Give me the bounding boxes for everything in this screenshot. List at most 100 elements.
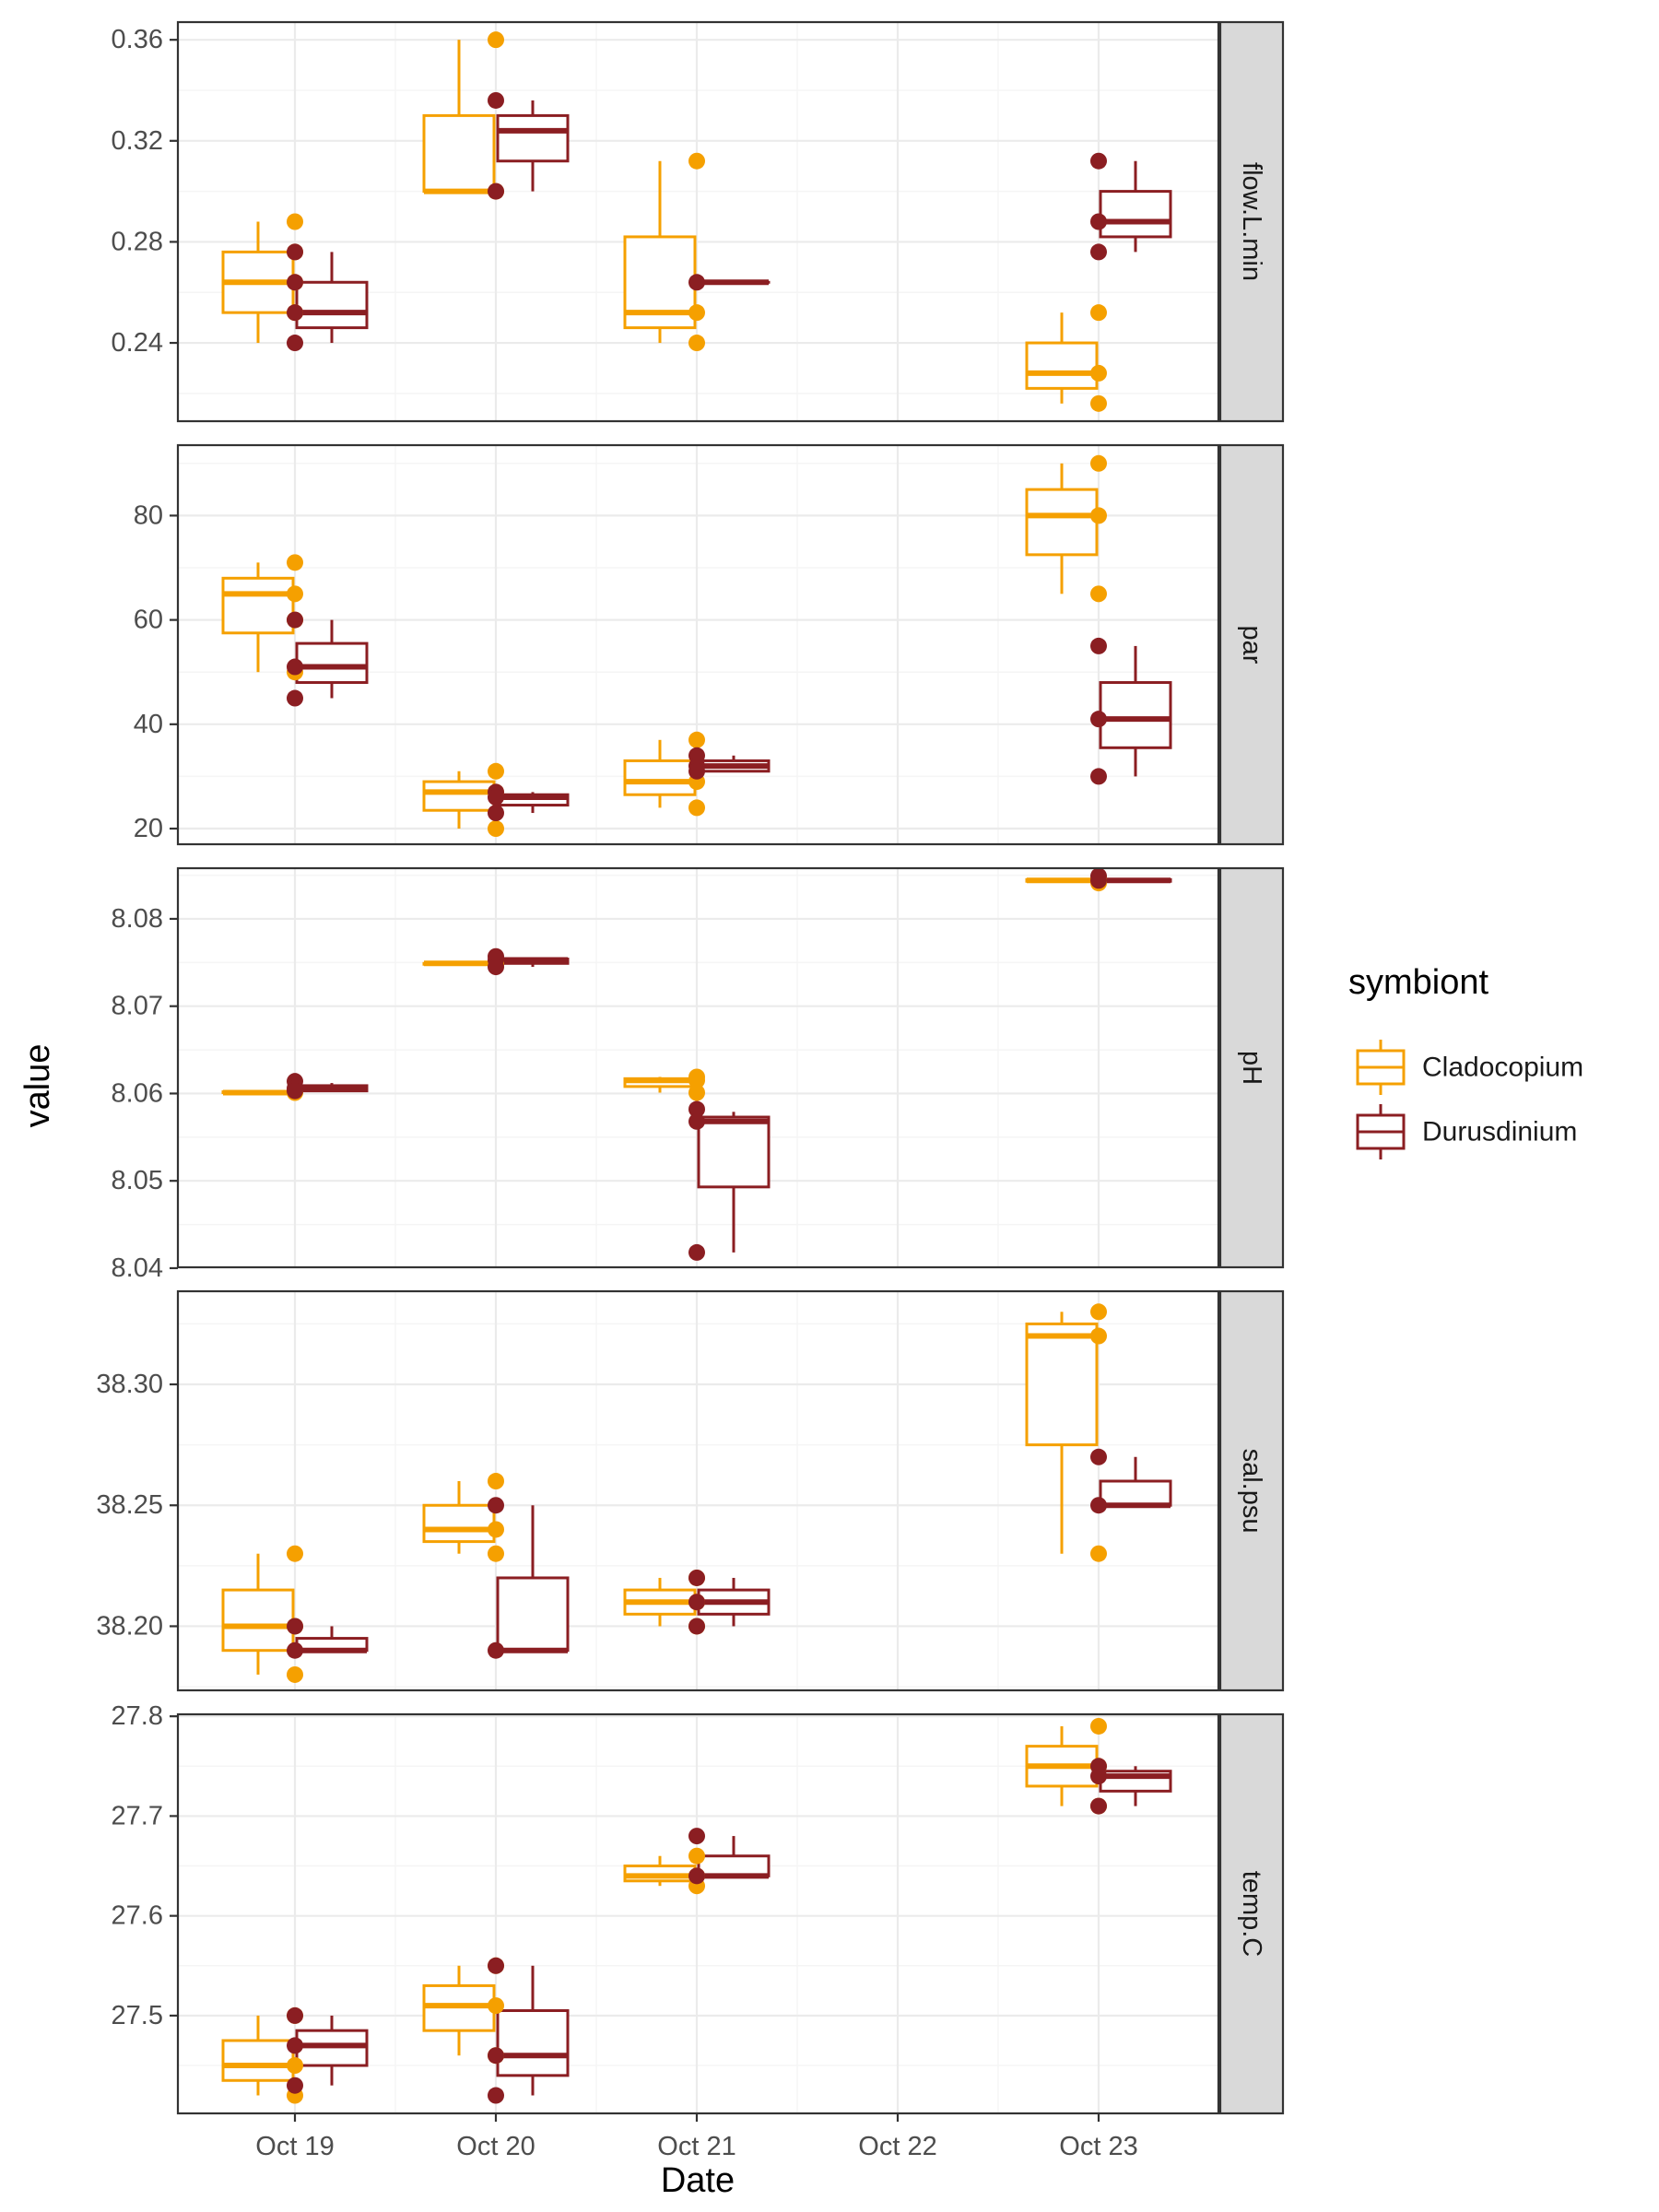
box-iqr [1025, 341, 1099, 390]
data-point [1090, 1797, 1107, 1815]
data-point [1090, 1497, 1107, 1514]
points [287, 868, 1107, 1261]
data-point [688, 1084, 705, 1101]
gridlines [178, 22, 1218, 421]
box-cladocopium-oct-19 [221, 1553, 295, 1675]
box-durusdinium-oct-20 [496, 100, 570, 192]
x-tick-label: Oct 23 [1059, 2132, 1137, 2161]
data-point [1090, 213, 1107, 230]
data-point [287, 2077, 303, 2094]
data-point [688, 731, 705, 748]
data-point [488, 789, 504, 806]
data-point [287, 2006, 303, 2024]
y-tick-label: 27.6 [112, 1901, 163, 1931]
y-tick-label: 27.8 [112, 1701, 163, 1731]
y-tick-label: 0.24 [112, 328, 163, 358]
data-point [688, 1569, 705, 1586]
box-iqr [496, 2009, 570, 2077]
box-durusdinium-oct-21 [697, 1836, 771, 1879]
points [287, 1717, 1107, 2104]
facet-strip [1218, 443, 1285, 846]
box-durusdinium-oct-19 [295, 2015, 369, 2086]
data-point [688, 1243, 705, 1261]
data-point [488, 1497, 504, 1514]
facet-strip-label: flow.L.min [1237, 162, 1266, 281]
box-cladocopium-oct-21 [623, 160, 697, 344]
data-point [488, 1521, 504, 1538]
panel-border [176, 866, 1220, 1269]
data-point [688, 1594, 705, 1611]
data-point [488, 2047, 504, 2065]
box-cladocopium-oct-21 [623, 739, 697, 808]
box-cladocopium-oct-23 [1025, 1725, 1099, 1806]
data-point [488, 820, 504, 838]
y-tick-label: 8.06 [112, 1078, 163, 1108]
data-point [287, 1641, 303, 1659]
data-point [488, 182, 504, 200]
facet-strip-label: temp.C [1237, 1871, 1266, 1957]
facet-strip-label: par [1237, 626, 1266, 665]
box-durusdinium-oct-19 [295, 252, 369, 344]
x-tick-label: Oct 21 [657, 2132, 735, 2161]
box-iqr [221, 1588, 295, 1653]
box-cladocopium-oct-20 [422, 771, 496, 830]
panel-border [176, 1289, 1220, 1692]
data-point [488, 1997, 504, 2015]
legend-label: Cladocopium [1422, 1053, 1583, 1083]
box-cladocopium-oct-23 [1025, 1312, 1099, 1554]
data-point [488, 91, 504, 109]
points [287, 454, 1107, 838]
data-point [287, 1545, 303, 1562]
data-point [1090, 637, 1107, 654]
data-point [488, 762, 504, 780]
data-point [1090, 1448, 1107, 1465]
legend-key-durusdinium: Durusdinium [1356, 1104, 1577, 1159]
box-durusdinium-oct-20 [496, 1965, 570, 2096]
box-durusdinium-oct-23 [1099, 160, 1172, 253]
facet-strip [1218, 866, 1285, 1269]
box-iqr [1025, 1322, 1099, 1447]
data-point [488, 2087, 504, 2104]
y-tick-label: 8.05 [112, 1166, 163, 1195]
box-cladocopium-oct-20 [422, 1965, 496, 2056]
data-point [1090, 768, 1107, 785]
box-cladocopium-oct-19 [221, 1089, 295, 1096]
boxes [221, 1312, 1172, 1675]
y-tick-label: 38.30 [96, 1370, 163, 1399]
box-cladocopium-oct-23 [1025, 877, 1099, 884]
data-point [688, 1072, 705, 1089]
facet-panel-temp-C: temp.C 27.5 27.6 27.7 27.8 [112, 1701, 1285, 2115]
data-point [1090, 304, 1107, 322]
data-point [488, 31, 504, 49]
facet-strip [1218, 20, 1285, 423]
y-tick-label: 8.07 [112, 992, 163, 1021]
data-point [688, 152, 705, 170]
boxes [221, 877, 1172, 1253]
box-iqr [1025, 488, 1099, 557]
data-point [1090, 1545, 1107, 1562]
box-durusdinium-oct-20 [496, 1505, 570, 1653]
y-tick-label: 38.25 [96, 1490, 163, 1520]
data-point [688, 1828, 705, 1845]
data-point [688, 1100, 705, 1118]
data-point [488, 1957, 504, 1974]
box-iqr [1099, 681, 1172, 749]
data-point [287, 274, 303, 291]
gridlines [178, 1291, 1218, 1690]
data-point [688, 304, 705, 322]
y-tick-label: 8.08 [112, 904, 163, 934]
points [287, 1303, 1107, 1683]
data-point [688, 799, 705, 817]
data-point [1090, 1327, 1107, 1345]
y-tick-label: 27.7 [112, 1801, 163, 1830]
points [287, 31, 1107, 412]
box-iqr [623, 759, 697, 796]
y-tick-label: 0.28 [112, 227, 163, 256]
box-iqr [1099, 1479, 1172, 1507]
data-point [688, 274, 705, 291]
legend-keys: Cladocopium Durusdinium [1356, 1040, 1583, 1159]
data-point [287, 689, 303, 707]
data-point [287, 1665, 303, 1683]
data-point [287, 585, 303, 603]
